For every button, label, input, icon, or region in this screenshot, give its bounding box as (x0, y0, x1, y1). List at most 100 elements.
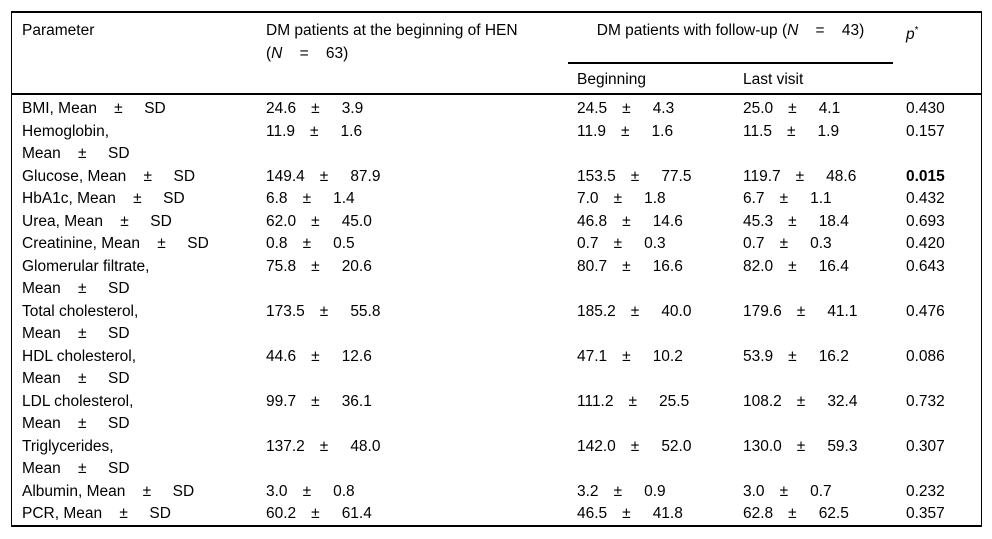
plus-minus-sign: ± (788, 257, 797, 275)
followup-beginning-value-cell: 153.5 ±77.5 (577, 166, 743, 189)
column-header-hen-patients: DM patients at the beginning of HEN (N =… (266, 13, 577, 93)
parameter-line: Glucose, Mean ± SD (22, 167, 196, 185)
followup-lastvisit-value-cell: 25.0 ±4.1 (743, 98, 906, 121)
table-row: Glucose, Mean ± SD 149.4 ±87.9 153.5 ±77.5 11… (12, 166, 981, 189)
plus-minus-sign: ± (796, 302, 806, 320)
mean-value: 60.2 (266, 505, 297, 522)
plus-minus-sign: ± (311, 347, 320, 365)
parameter-cell: BMI, Mean ± SD (12, 98, 266, 121)
mean-value: 185.2 (577, 302, 616, 320)
table-body: BMI, Mean ± SD 24.6 ±3.9 24.5 ±4.3 25.0 ±4.1 0.… (12, 95, 981, 526)
sd-value: 62.5 (818, 505, 849, 522)
hen-n-symbol: N (271, 44, 283, 62)
plus-minus-sign: ± (779, 235, 789, 252)
table-row: Total cholesterol, Mean ± SD 173.5 ±55.8 185… (12, 301, 981, 346)
parameter-line: Creatinine, Mean ± SD (22, 235, 209, 252)
mean-value: 11.9 (266, 122, 296, 140)
hen-value-cell: 60.2 ±61.4 (266, 503, 577, 526)
parameter-cell: Triglycerides, Mean ± SD (12, 436, 266, 481)
plus-minus-sign: ± (311, 392, 320, 410)
mean-value: 111.2 (577, 392, 614, 410)
parameter-cell: HDL cholesterol, Mean ± SD (12, 346, 266, 391)
plus-minus-sign: ± (621, 122, 630, 140)
plus-minus-sign: ± (630, 302, 640, 320)
plus-minus-sign: ± (319, 437, 329, 455)
parameter-line: HDL cholesterol, (22, 347, 137, 365)
beginning-label: Beginning (577, 71, 646, 88)
sd-value: 1.4 (333, 190, 355, 207)
column-header-followup-spanner: DM patients with follow-up (N = 43) (568, 13, 893, 64)
table-row: Hemoglobin, Mean ± SD 11.9 ±1.6 11.9 ±1.6 11.5… (12, 121, 981, 166)
mean-value: 99.7 (266, 392, 297, 410)
followup-beginning-value-cell: 7.0 ±1.8 (577, 188, 743, 211)
mean-value: 80.7 (577, 257, 608, 275)
mean-value: 6.7 (743, 190, 765, 207)
parameter-line: Hemoglobin, (22, 122, 110, 140)
p-value-cell: 0.643 (906, 257, 945, 275)
p-value-cell: 0.732 (906, 392, 945, 410)
parameter-cell: Glomerular filtrate, Mean ± SD (12, 256, 266, 301)
plus-minus-sign: ± (788, 505, 797, 522)
mean-value: 11.5 (743, 122, 773, 140)
sd-value: 10.2 (652, 347, 683, 365)
plus-minus-sign: ± (311, 257, 320, 275)
p-value-cell: 0.232 (906, 482, 945, 500)
followup-beginning-value-cell: 46.8 ±14.6 (577, 211, 743, 234)
sd-value: 4.3 (652, 100, 675, 117)
plus-minus-sign: ± (788, 212, 797, 230)
results-table: Parameter DM patients at the beginning o… (11, 11, 982, 527)
followup-lastvisit-value-cell: 11.5 ±1.9 (743, 121, 906, 166)
parameter-cell: Albumin, Mean ± SD (12, 481, 266, 504)
p-value-cell: 0.476 (906, 302, 945, 320)
mean-value: 53.9 (743, 347, 774, 365)
followup-beginning-value-cell: 3.2 ±0.9 (577, 481, 743, 504)
mean-value: 46.5 (577, 505, 608, 522)
hen-value-cell: 75.8 ±20.6 (266, 256, 577, 301)
sd-value: 48.0 (350, 437, 381, 455)
mean-value: 44.6 (266, 347, 297, 365)
p-value-cell: 0.086 (906, 347, 945, 365)
hen-value-cell: 99.7 ±36.1 (266, 391, 577, 436)
sd-value: 36.1 (341, 392, 372, 410)
followup-lastvisit-value-cell: 0.7 ±0.3 (743, 233, 906, 256)
mean-value: 24.5 (577, 100, 608, 117)
parameter-line: Glomerular filtrate, (22, 257, 150, 275)
parameter-line: Mean ± SD (22, 370, 130, 387)
p-value-cell: 0.430 (906, 100, 945, 117)
hen-value-cell: 0.8 ±0.5 (266, 233, 577, 256)
sd-value: 59.3 (827, 437, 858, 455)
hen-value-cell: 137.2 ±48.0 (266, 436, 577, 481)
sd-value: 77.5 (661, 167, 692, 185)
plus-minus-sign: ± (319, 302, 329, 320)
parameter-cell: Total cholesterol, Mean ± SD (12, 301, 266, 346)
mean-value: 6.8 (266, 190, 288, 207)
plus-minus-sign: ± (630, 437, 640, 455)
mean-value: 62.0 (266, 212, 297, 230)
parameter-line: Mean ± SD (22, 145, 130, 162)
mean-value: 45.3 (743, 212, 774, 230)
mean-value: 62.8 (743, 505, 774, 522)
followup-header-title: DM patients with follow-up ( (596, 22, 788, 39)
hen-value-cell: 24.6 ±3.9 (266, 98, 577, 121)
plus-minus-sign: ± (622, 257, 631, 275)
hen-header-title: DM patients at the beginning of HEN (266, 22, 518, 39)
table-row: Urea, Mean ± SD 62.0 ±45.0 46.8 ±14.6 45.3 ±18… (12, 211, 981, 234)
hen-value-cell: 149.4 ±87.9 (266, 166, 577, 189)
table-row: Glomerular filtrate, Mean ± SD 75.8 ±20.6 80… (12, 256, 981, 301)
parameter-line: Urea, Mean ± SD (22, 212, 172, 230)
sd-value: 18.4 (818, 212, 849, 230)
hen-value-cell: 3.0 ±0.8 (266, 481, 577, 504)
p-value-cell: 0.307 (906, 437, 945, 455)
hen-value-cell: 11.9 ±1.6 (266, 121, 577, 166)
followup-n-value: = 43) (798, 22, 865, 39)
table-row: HDL cholesterol, Mean ± SD 44.6 ±12.6 47.1 ±1… (12, 346, 981, 391)
mean-value: 0.7 (743, 235, 765, 252)
plus-minus-sign: ± (302, 482, 312, 500)
table-row: HbA1c, Mean ± SD 6.8 ±1.4 7.0 ±1.8 6.7 ±1.1 0.4… (12, 188, 981, 211)
parameter-cell: LDL cholesterol, Mean ± SD (12, 391, 266, 436)
parameter-cell: Urea, Mean ± SD (12, 211, 266, 234)
parameter-line: Mean ± SD (22, 460, 130, 477)
mean-value: 47.1 (577, 347, 608, 365)
column-header-parameter: Parameter (12, 13, 266, 93)
sd-value: 55.8 (350, 302, 381, 320)
